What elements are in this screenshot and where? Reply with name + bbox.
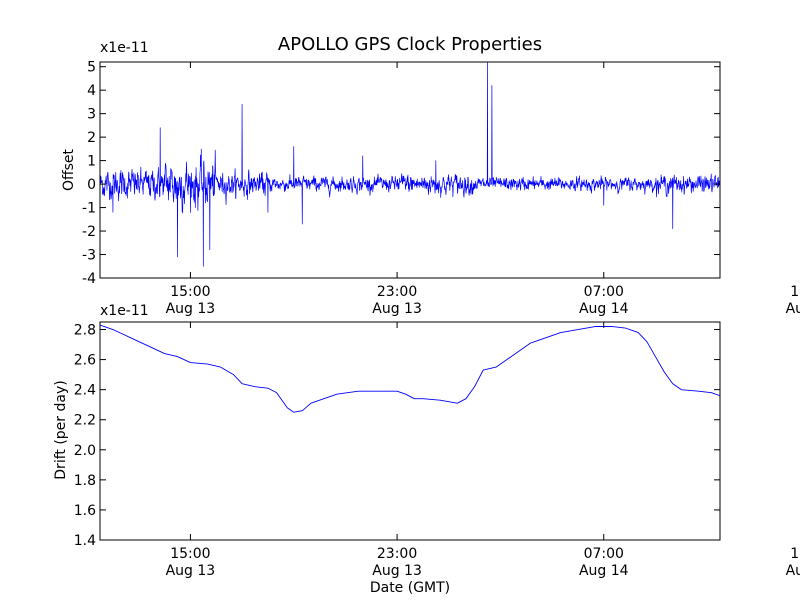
y-tick-label: 4 xyxy=(87,83,96,99)
drift-panel: 1.4 1.6 1.8 2.0 2.2 2.4 2.6 2.8 15:00 Aug 13 23:00… xyxy=(53,303,800,596)
y-tick-label: 0 xyxy=(87,177,96,193)
offset-plot-area: -4 -3 -2 -1 0 1 2 3 4 5 15:00 Aug 13 23:00 Aug 13 07:0… xyxy=(82,60,800,317)
offset-panel: -4 -3 -2 -1 0 1 2 3 4 5 15:00 Aug 13 23:00 Aug 13 07:0… xyxy=(61,40,800,317)
y-tick-label: -2 xyxy=(82,224,96,240)
y-tick-label: 1 xyxy=(87,154,96,170)
x-tick-label: 23:00 Aug 13 xyxy=(372,284,422,317)
y-tick-label: 1.8 xyxy=(74,473,96,489)
y-tick-label: 1.6 xyxy=(74,503,96,519)
drift-plot-area: 1.4 1.6 1.8 2.0 2.2 2.4 2.6 2.8 15:00 Aug 13 23:00… xyxy=(74,321,800,579)
x-tick-label: 15:00 Aug 13 xyxy=(166,546,216,579)
drift-series-line xyxy=(100,324,720,413)
y-tick-label: 1.4 xyxy=(74,533,96,549)
drift-axes-frame xyxy=(99,321,721,541)
y-tick-label: 2.6 xyxy=(74,353,96,369)
y-tick-label: 2.2 xyxy=(74,413,96,429)
y-tick-label: -1 xyxy=(82,201,96,217)
x-tick-label: 15:00 Aug 13 xyxy=(166,284,216,317)
y-tick-label: 2 xyxy=(87,130,96,146)
drift-y-axis-label: Drift (per day) xyxy=(53,380,69,479)
y-tick-label: -3 xyxy=(82,248,96,264)
drift-scale-label: x1e-11 xyxy=(100,303,149,319)
y-tick-label: 3 xyxy=(87,107,96,123)
y-tick-label: 2.4 xyxy=(74,383,96,399)
offset-y-axis-label: Offset xyxy=(61,148,77,191)
y-tick-label: 5 xyxy=(87,60,96,76)
offset-axes-frame xyxy=(99,61,721,279)
x-tick-label: 07:00 Aug 14 xyxy=(579,284,629,317)
x-axis-label: Date (GMT) xyxy=(370,580,450,596)
offset-series-line xyxy=(100,62,720,267)
y-tick-label: 2.8 xyxy=(74,323,96,339)
y-tick-label: 2.0 xyxy=(74,443,96,459)
x-tick-label: 07:00 Aug 14 xyxy=(579,546,629,579)
x-tick-label: 23:00 Aug 13 xyxy=(372,546,422,579)
y-tick-label: -4 xyxy=(82,271,96,287)
chart-title: APOLLO GPS Clock Properties xyxy=(278,34,542,55)
offset-scale-label: x1e-11 xyxy=(100,40,149,56)
